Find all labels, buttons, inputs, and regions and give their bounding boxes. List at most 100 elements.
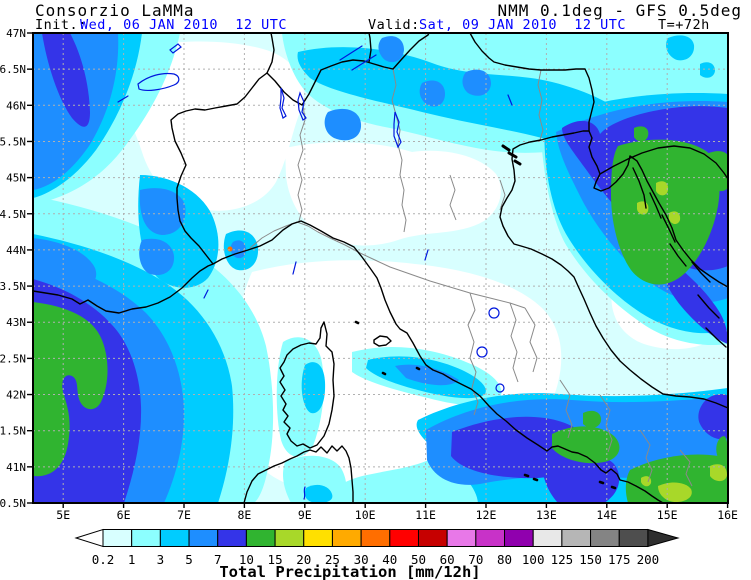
precip-10-15-west-med-core xyxy=(33,302,108,477)
coast-adriatic xyxy=(499,130,728,409)
precip-30-40-liguria-dot xyxy=(227,246,233,252)
precip-3-5-ne-corner-spot2 xyxy=(700,62,715,78)
border-alps-west xyxy=(170,33,430,265)
colorbar-segment xyxy=(102,529,133,547)
colorbar-tick-label: 175 xyxy=(608,552,631,567)
coast-west-italy xyxy=(33,220,664,503)
colorbar-tick-label: 30 xyxy=(354,552,369,567)
lat-tick-label: 40.5N xyxy=(0,497,26,510)
colorbar: 0.2 1 3 5 7 10 15 20 25 30 40 50 60 70 80 100 125 150 175 2… xyxy=(74,528,680,567)
colorbar-tick-label: 125 xyxy=(551,552,574,567)
valid-value: Sat, 09 JAN 2010 12 UTC xyxy=(419,17,627,33)
colorbar-segment xyxy=(131,529,161,547)
lat-tick-label: 41.5N xyxy=(0,425,26,438)
lon-tick-label: 13E xyxy=(536,508,557,522)
colorbar-tick-label: 150 xyxy=(579,552,602,567)
lat-tick-label: 42N xyxy=(6,389,26,402)
small-islands xyxy=(354,320,617,490)
lake-garda xyxy=(393,111,402,149)
colorbar-tick-label: 1 xyxy=(128,552,136,567)
precip-15-20-dinaric-c xyxy=(669,211,681,225)
lon-tick-label: 8E xyxy=(237,508,251,522)
colorbar-over-arrow xyxy=(647,528,680,548)
lat-tick-label: 45N xyxy=(6,172,26,185)
lat-tick-label: 44N xyxy=(6,244,26,257)
coast-sardinia xyxy=(243,445,354,503)
geography xyxy=(33,33,728,503)
precip-7-10-nw-streak xyxy=(42,33,90,127)
grid-lines xyxy=(33,33,728,503)
brand-title: Consorzio LaMMa xyxy=(35,1,195,20)
lon-tick-label: 14E xyxy=(596,508,617,522)
colorbar-segment xyxy=(532,529,563,547)
precip-10-15-south-corner xyxy=(625,454,728,503)
coast-corsica xyxy=(279,321,335,449)
precip-15-20-dinaric-a xyxy=(656,181,669,196)
colorbar-segment xyxy=(274,529,305,547)
colorbar-tick-label: 7 xyxy=(214,552,222,567)
colorbar-segment xyxy=(446,529,477,547)
border-alps-east xyxy=(469,33,595,132)
lat-tick-label: 43.5N xyxy=(0,280,26,293)
region-borders xyxy=(249,68,693,487)
coastlines xyxy=(33,33,728,503)
lon-tick-label: 16E xyxy=(717,508,738,522)
border-spur-b xyxy=(266,33,275,74)
lake-bracciano xyxy=(495,383,505,393)
colorbar-tick-label: 25 xyxy=(325,552,340,567)
islands-dalmatia xyxy=(697,294,727,348)
dry-area-rhone xyxy=(121,41,304,211)
lake-como xyxy=(297,91,307,121)
precip-15-20-corner-a xyxy=(658,482,692,503)
colorbar-tick-label: 200 xyxy=(637,552,660,567)
precip-5-7-piedmont-a xyxy=(139,188,186,235)
precip-5-7-streak-core xyxy=(395,364,459,386)
colorbar-segment xyxy=(188,529,219,547)
colorbar-segment xyxy=(561,529,592,547)
colorbar-tick-label: 0.2 xyxy=(92,552,115,567)
lon-tick-label: 12E xyxy=(476,508,497,522)
colorbar-segment xyxy=(245,529,276,547)
lead-time: T=+72h xyxy=(658,17,710,33)
lake-neuchatel xyxy=(169,43,182,54)
precip-5-7-alps-spot-c xyxy=(324,108,362,141)
colorbar-tick-label: 80 xyxy=(497,552,512,567)
colorbar-tick-label: 10 xyxy=(239,552,254,567)
lon-tick-label: 6E xyxy=(117,508,131,522)
colorbar-tick-label: 15 xyxy=(268,552,283,567)
init-value: Wed, 06 JAN 2010 12 UTC xyxy=(80,17,288,33)
lake-geneva xyxy=(137,72,180,91)
colorbar-tick-label: 60 xyxy=(440,552,455,567)
lon-tick-label: 5E xyxy=(56,508,70,522)
precip-3-5-sardinia-spot xyxy=(304,484,333,503)
colorbar-segment xyxy=(389,529,419,547)
colorbar-segment xyxy=(360,529,391,547)
colorbar-tick-label: 70 xyxy=(468,552,483,567)
colorbar-tick-label: 50 xyxy=(411,552,426,567)
lat-tick-label: 42.5N xyxy=(0,352,26,365)
precip-10-15-lazio-spot xyxy=(583,410,602,428)
border-spur-a xyxy=(368,33,372,63)
colorbar-tick-label: 3 xyxy=(157,552,165,567)
precip-10-15-se-strip xyxy=(716,436,728,462)
precip-5-7-piedmont-b xyxy=(139,238,175,276)
precip-10-15-dinaric xyxy=(611,139,720,285)
lat-tick-label: 47N xyxy=(6,27,26,40)
lon-tick-label: 9E xyxy=(298,508,312,522)
lon-tick-label: 7E xyxy=(177,508,191,522)
lakes-and-rivers xyxy=(117,43,513,500)
colorbar-segment xyxy=(159,529,190,547)
colorbar-segment xyxy=(331,529,362,547)
precip-5-7-alps-spot-d xyxy=(462,69,491,96)
colorbar-tick-label: 100 xyxy=(522,552,545,567)
precip-3-5-ne-corner-spot xyxy=(666,35,695,61)
precip-5-7-alps-spot-b xyxy=(419,80,445,107)
colorbar-under-arrow xyxy=(74,528,104,548)
lon-tick-label: 11E xyxy=(415,508,436,522)
lat-tick-label: 45.5N xyxy=(0,135,26,148)
map-frame xyxy=(32,32,729,504)
latitude-labels: 47N 46.5N 46N 45.5N 45N 44.5N 44N 43.5N 43N 42.5N… xyxy=(0,27,33,510)
colorbar-segment xyxy=(504,529,534,547)
